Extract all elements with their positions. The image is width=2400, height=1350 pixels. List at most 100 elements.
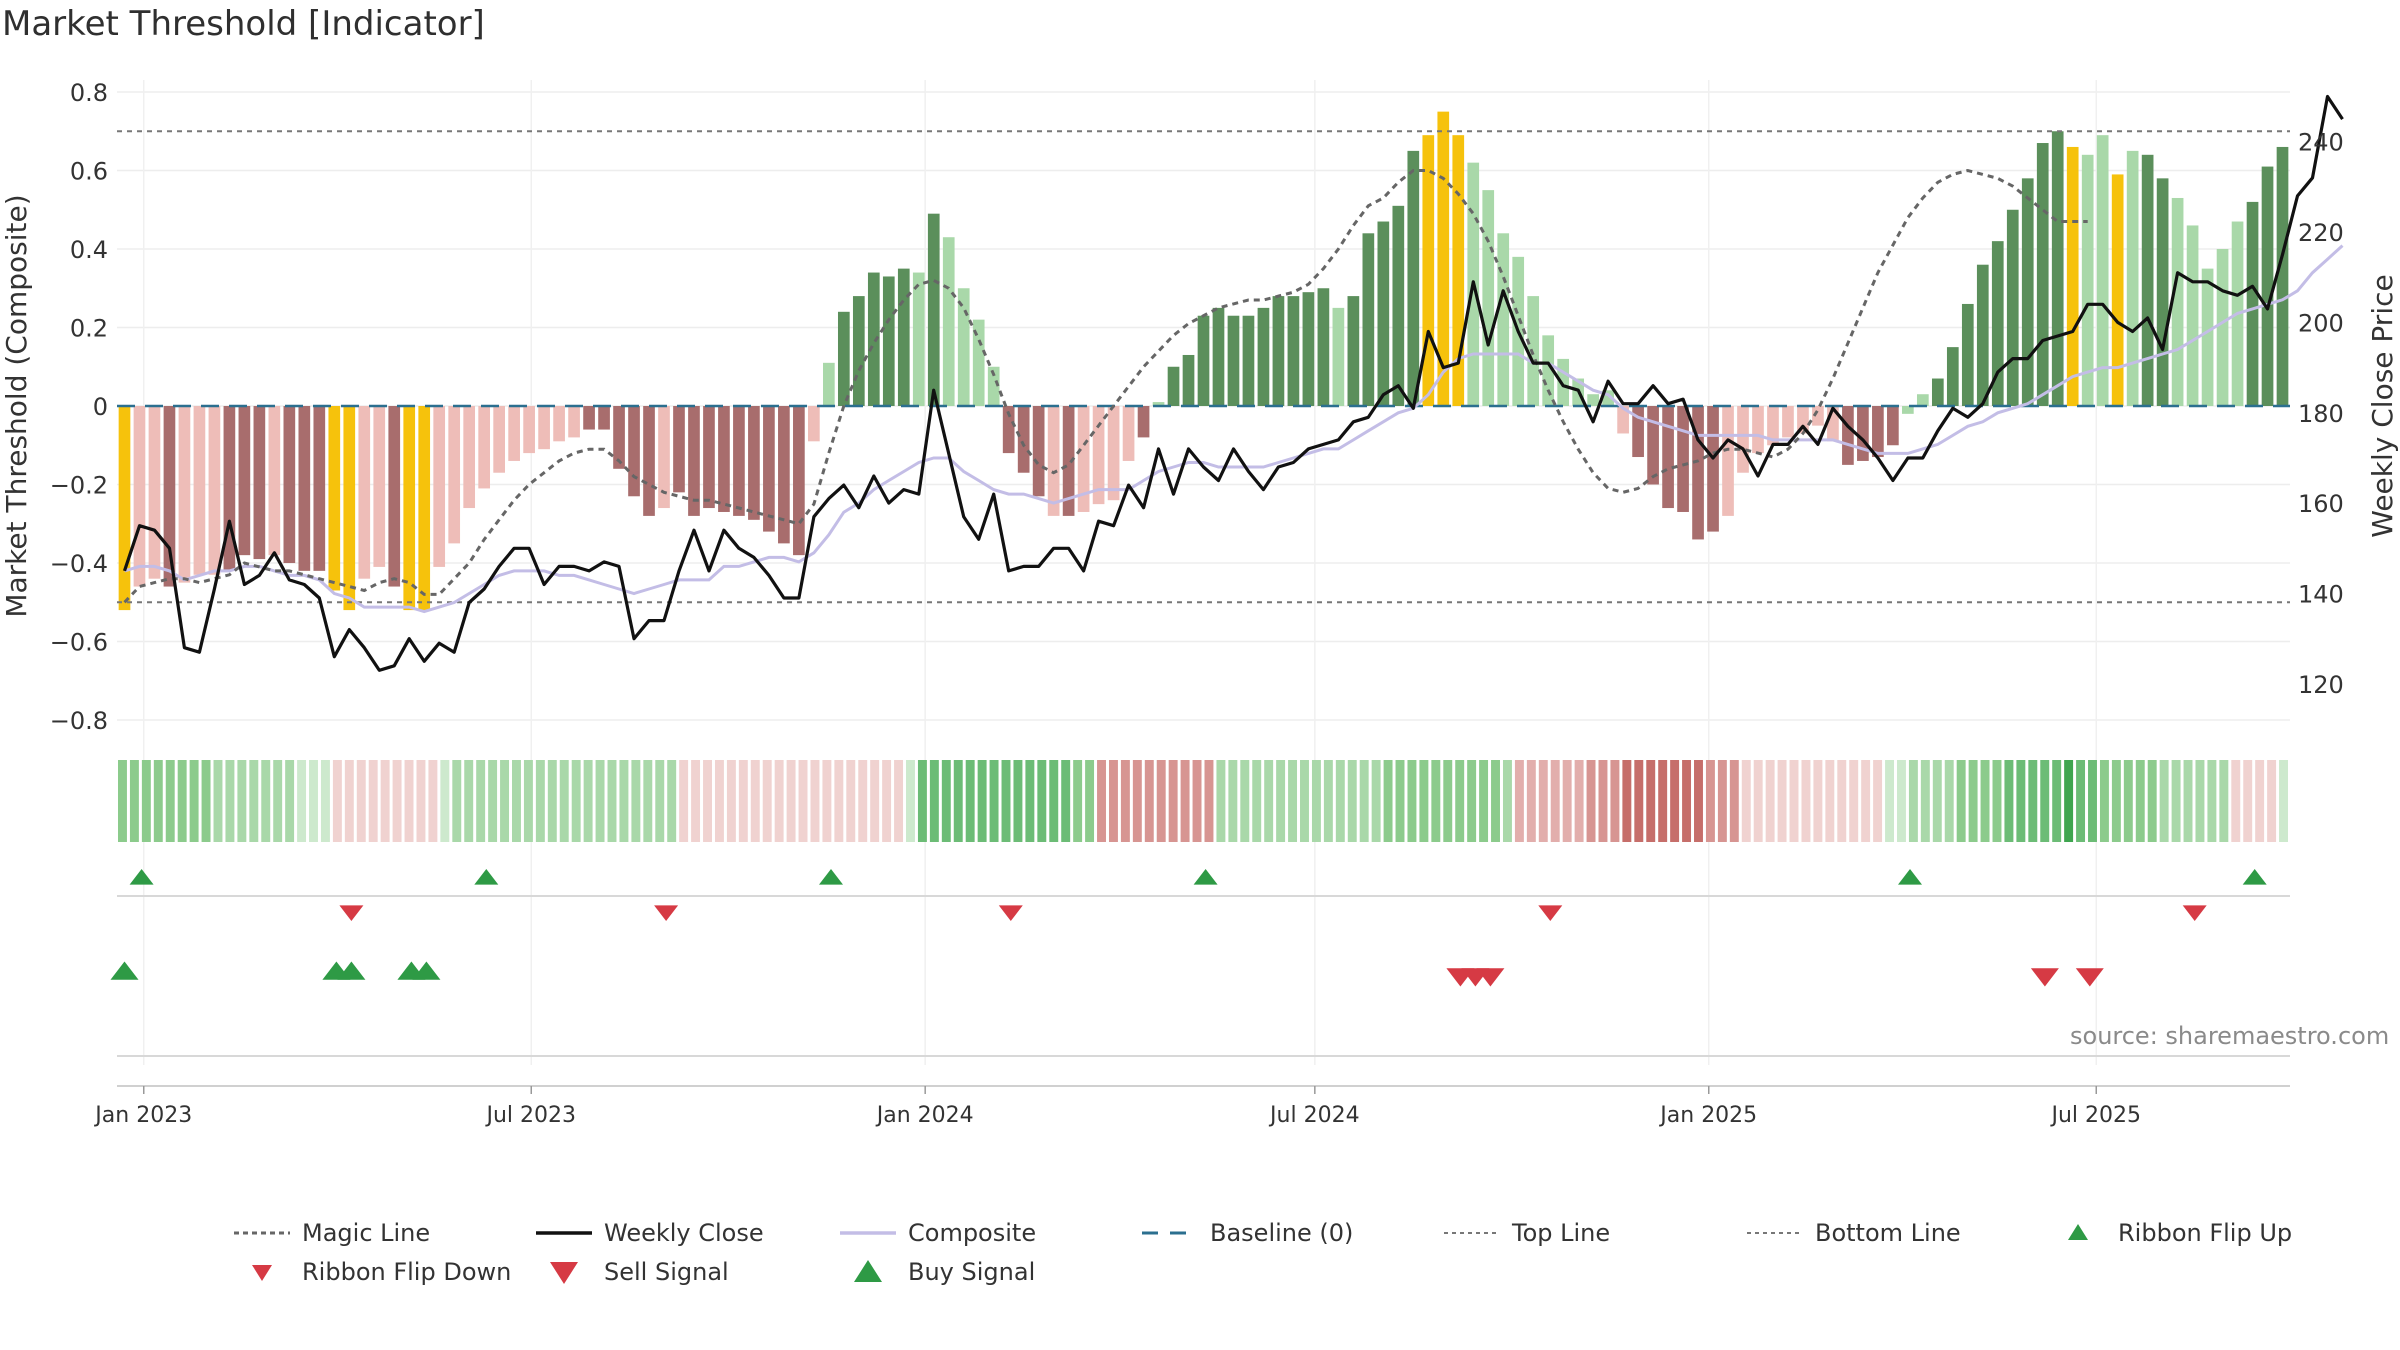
composite-bar: [957, 288, 970, 406]
source-note: source: sharemaestro.com: [2070, 1022, 2390, 1050]
ribbon-cell: [1359, 760, 1369, 842]
buy-signal-marker: [110, 961, 139, 980]
ribbon-cell: [1479, 760, 1489, 842]
composite-bar: [523, 406, 535, 454]
ribbon-flip-down-marker: [339, 905, 364, 921]
ribbon-cell: [1813, 760, 1823, 842]
ribbon-cell: [2159, 760, 2169, 842]
ribbon-cell: [977, 760, 987, 842]
ribbon-cell: [320, 760, 330, 842]
composite-bar: [1677, 406, 1689, 512]
ribbon-cell: [213, 760, 223, 842]
sell-signal-marker: [1476, 968, 1505, 987]
ribbon-cell: [714, 760, 724, 842]
ribbon-cell: [297, 760, 307, 842]
ribbon-cell: [655, 760, 665, 842]
composite-bar: [238, 406, 251, 556]
x-tick-label: Jul 2024: [1268, 1103, 1360, 1128]
ribbon-cell: [1276, 760, 1286, 842]
ribbon-cell: [523, 760, 533, 842]
y-tick-label: −0.4: [50, 550, 108, 578]
ribbon-cell: [858, 760, 868, 842]
composite-bar: [1767, 406, 1779, 446]
x-axis-layer: Jan 2023 Jul 2023 Jan 2024 Jul 2024 Jan 2025…: [93, 1085, 2290, 1128]
ribbon-cell: [1443, 760, 1453, 842]
y-right-tick-label: 120: [2298, 671, 2344, 699]
composite-bar: [208, 406, 221, 575]
ribbon-cell: [786, 760, 796, 842]
composite-bar: [493, 406, 505, 473]
y-tick-label: 0.6: [70, 158, 108, 186]
composite-bar: [1242, 315, 1255, 406]
ribbon-cell: [1264, 760, 1274, 842]
ribbon-cell: [1885, 760, 1894, 842]
ribbon-cell: [929, 760, 939, 842]
composite-bar: [987, 366, 1000, 406]
ribbon-cell: [965, 760, 975, 842]
ribbon-flip-down-marker: [998, 905, 1023, 921]
ribbon-cell: [1001, 760, 1011, 842]
ribbon-layer: [118, 760, 2288, 842]
composite-bar: [1197, 315, 1210, 406]
composite-bar: [2111, 174, 2124, 406]
ribbon-cell: [2147, 760, 2157, 842]
composite-bar: [1167, 366, 1180, 406]
composite-bar: [1976, 264, 1989, 406]
ribbon-cell: [2231, 760, 2241, 842]
ribbon-cell: [285, 760, 295, 842]
x-tick-label: Jan 2025: [1658, 1103, 1757, 1128]
ribbon-cell: [356, 760, 366, 842]
ribbon-cell: [237, 760, 247, 842]
ribbon-cell: [2111, 760, 2121, 842]
composite-bar: [2276, 146, 2289, 406]
grid-layer: [117, 80, 2290, 1065]
bars-layer: [118, 111, 2289, 611]
ribbon-cell: [1180, 760, 1190, 842]
composite-bar: [1557, 358, 1570, 406]
ribbon-cell: [1228, 760, 1238, 842]
ribbon-cell: [368, 760, 378, 842]
composite-bar: [148, 406, 161, 579]
composite-bar: [673, 406, 685, 493]
ribbon-cell: [1610, 760, 1620, 842]
ribbon-cell: [1717, 760, 1727, 842]
composite-bar: [2081, 154, 2094, 406]
y-right-tick-label: 240: [2298, 129, 2344, 157]
composite-bar: [448, 406, 461, 544]
composite-bar: [778, 406, 790, 544]
composite-bar: [823, 362, 835, 406]
ribbon-cell: [1467, 760, 1477, 842]
ribbon-cell: [738, 760, 748, 842]
ribbon-cell: [2064, 760, 2074, 842]
ribbon-flip-up-marker: [819, 869, 843, 885]
ribbon-cell: [2279, 760, 2288, 842]
ribbon-cell: [1956, 760, 1966, 842]
composite-bar: [2171, 197, 2184, 406]
ribbon-cell: [1502, 760, 1512, 842]
composite-bar: [2261, 166, 2274, 406]
axes-layer: −0.8 −0.6 −0.4 −0.2 0 0.2 0.4 0.6 0.8 120 140 160 18…: [0, 79, 2399, 735]
composite-bar: [1602, 390, 1614, 406]
ribbon-cell: [1992, 760, 2002, 842]
composite-bar: [1317, 288, 1330, 406]
y-tick-label: 0.4: [70, 236, 108, 264]
ribbon-cell: [1574, 760, 1584, 842]
ribbon-cell: [1061, 760, 1071, 842]
composite-bar: [133, 406, 146, 587]
composite-bar: [1152, 402, 1165, 406]
ribbon-cell: [1825, 760, 1835, 842]
composite-bar: [1452, 135, 1465, 407]
ribbon-cell: [2076, 760, 2086, 842]
magic-line: [123, 168, 2088, 604]
ribbon-cell: [1431, 760, 1441, 842]
ribbon-cell: [273, 760, 283, 842]
composite-bar: [658, 406, 670, 509]
composite-bar: [1842, 406, 1854, 465]
composite-bar: [1272, 296, 1285, 406]
ribbon-cell: [1920, 760, 1930, 842]
ribbon-cell: [1980, 760, 1990, 842]
composite-bar: [1707, 406, 1719, 532]
ribbon-cell: [1765, 760, 1775, 842]
ribbon-cell: [1837, 760, 1847, 842]
ribbon-cell: [1562, 760, 1572, 842]
